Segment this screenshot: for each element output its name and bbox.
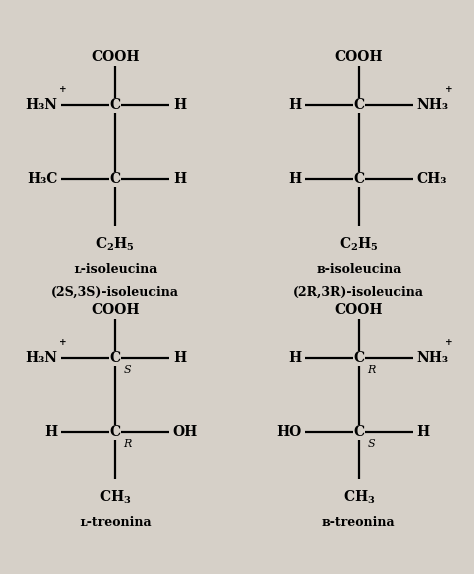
Text: (2R,3R)-isoleucina: (2R,3R)-isoleucina: [293, 286, 424, 299]
Text: H₃C: H₃C: [27, 172, 57, 186]
Text: C: C: [109, 172, 121, 186]
Text: COOH: COOH: [335, 50, 383, 64]
Text: H: H: [173, 351, 186, 365]
Text: +: +: [446, 85, 453, 94]
Text: H: H: [288, 172, 301, 186]
Text: HO: HO: [276, 425, 301, 439]
Text: NH₃: NH₃: [417, 351, 448, 365]
Text: $\mathregular{CH_3}$: $\mathregular{CH_3}$: [99, 489, 131, 506]
Text: H: H: [288, 98, 301, 112]
Text: +: +: [59, 85, 67, 94]
Text: R: R: [124, 439, 132, 449]
Text: +: +: [446, 338, 453, 347]
Text: R: R: [367, 365, 375, 375]
Text: COOH: COOH: [335, 302, 383, 317]
Text: ʙ-isoleucina: ʙ-isoleucina: [316, 263, 401, 277]
Text: $\mathregular{CH_3}$: $\mathregular{CH_3}$: [343, 489, 375, 506]
Text: C: C: [353, 425, 365, 439]
Text: CH₃: CH₃: [417, 172, 447, 186]
Text: C: C: [109, 425, 121, 439]
Text: ʙ-treonina: ʙ-treonina: [322, 517, 396, 529]
Text: ʟ-isoleucina: ʟ-isoleucina: [73, 263, 157, 277]
Text: S: S: [367, 439, 375, 449]
Text: OH: OH: [173, 425, 198, 439]
Text: C: C: [353, 98, 365, 112]
Text: C: C: [353, 351, 365, 365]
Text: COOH: COOH: [91, 302, 139, 317]
Text: H: H: [288, 351, 301, 365]
Text: H₃N: H₃N: [26, 98, 57, 112]
Text: S: S: [124, 365, 131, 375]
Text: $\mathregular{C_2H_5}$: $\mathregular{C_2H_5}$: [95, 236, 135, 253]
Text: H: H: [173, 98, 186, 112]
Text: NH₃: NH₃: [417, 98, 448, 112]
Text: H: H: [417, 425, 429, 439]
Text: C: C: [353, 172, 365, 186]
Text: H: H: [173, 172, 186, 186]
Text: +: +: [59, 338, 67, 347]
Text: ʟ-treonina: ʟ-treonina: [79, 517, 152, 529]
Text: C: C: [109, 98, 121, 112]
Text: (2S,3S)-isoleucina: (2S,3S)-isoleucina: [51, 286, 179, 299]
Text: H₃N: H₃N: [26, 351, 57, 365]
Text: C: C: [109, 351, 121, 365]
Text: COOH: COOH: [91, 50, 139, 64]
Text: H: H: [45, 425, 57, 439]
Text: $\mathregular{C_2H_5}$: $\mathregular{C_2H_5}$: [339, 236, 379, 253]
